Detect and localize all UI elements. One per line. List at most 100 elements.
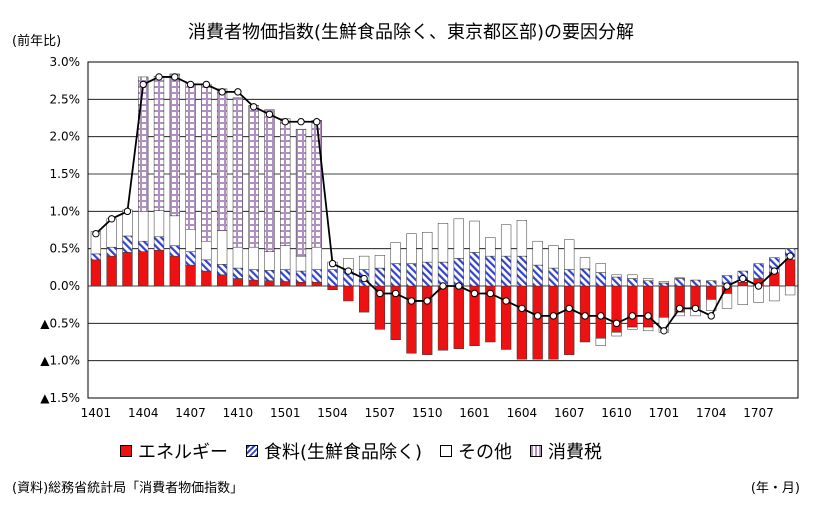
x-tick-label: 1504 <box>317 406 348 420</box>
x-tick-label: 1507 <box>365 406 396 420</box>
bar-other <box>769 285 780 302</box>
bar-energy <box>358 285 370 313</box>
bar-food <box>311 269 322 283</box>
line-point <box>281 118 289 126</box>
bar-other <box>216 230 228 265</box>
bar-other <box>516 220 528 257</box>
line-point <box>439 282 447 290</box>
bar-food <box>248 269 259 281</box>
bar-tax <box>280 118 291 246</box>
bar-food <box>500 255 512 287</box>
bar-other <box>721 293 733 309</box>
line-point <box>597 312 605 320</box>
bar-tax <box>201 84 212 242</box>
x-tick-label: 1404 <box>128 406 159 420</box>
bar-energy <box>232 278 244 287</box>
bar-energy <box>311 282 322 287</box>
bar-food <box>169 245 180 257</box>
bar-energy <box>248 279 259 287</box>
bar-food <box>90 253 102 261</box>
bar-food <box>390 263 401 287</box>
bar-food <box>658 282 670 287</box>
y-tick-label: 3.0% <box>50 55 81 69</box>
x-tick-label: 1501 <box>270 406 301 420</box>
bar-other <box>611 332 622 337</box>
bar-food <box>406 263 417 287</box>
bar-other <box>185 229 196 252</box>
bar-energy <box>295 282 307 287</box>
bar-other <box>532 240 543 266</box>
bar-energy <box>169 255 180 287</box>
line-point <box>644 312 652 320</box>
bar-other <box>658 281 670 284</box>
bar-food <box>579 268 591 287</box>
bar-food <box>485 255 496 287</box>
line-point <box>186 80 195 89</box>
line-point <box>328 259 337 268</box>
bar-energy <box>642 285 654 328</box>
line-point <box>770 267 779 275</box>
line-point <box>249 103 258 111</box>
bar-energy <box>516 285 528 360</box>
line-point <box>723 282 731 290</box>
line-point <box>123 207 132 216</box>
bar-other <box>201 240 212 261</box>
bar-energy <box>327 285 338 290</box>
bar-food <box>153 236 165 251</box>
legend-item-energy: エネルギー <box>120 438 228 464</box>
bar-energy <box>264 280 275 287</box>
bar-food <box>706 280 717 287</box>
bar-energy <box>500 285 512 350</box>
bar-tax <box>153 75 165 211</box>
legend-item-other: その他 <box>440 438 512 464</box>
y-tick-label: ▲1.0% <box>40 354 80 368</box>
bar-food <box>232 267 244 279</box>
bar-other <box>390 242 401 264</box>
bar-other <box>627 274 638 279</box>
bar-food <box>674 278 685 287</box>
line-point <box>297 118 305 126</box>
y-tick-label: 2.5% <box>50 92 81 106</box>
legend-swatch-other <box>440 445 453 457</box>
bar-energy <box>737 282 748 287</box>
bar-other <box>264 251 275 271</box>
x-tick-label: 1601 <box>459 406 490 420</box>
bar-food <box>453 258 464 287</box>
bar-other <box>595 338 606 346</box>
x-tick-label: 1610 <box>601 406 632 420</box>
bar-other <box>358 255 370 270</box>
line-point <box>107 215 116 223</box>
line-point <box>786 252 794 260</box>
bar-energy <box>627 285 638 328</box>
line-point <box>549 312 558 320</box>
bar-food <box>122 235 133 253</box>
line-point <box>376 289 384 298</box>
line-point <box>660 327 668 335</box>
x-tick-label: 1707 <box>743 406 774 420</box>
bar-other <box>674 277 685 279</box>
bar-energy <box>138 251 149 287</box>
bar-other <box>595 263 606 273</box>
x-tick-label: 1510 <box>412 406 443 420</box>
bar-tax <box>311 119 322 248</box>
bar-tax <box>185 83 196 230</box>
line-point <box>92 230 100 238</box>
y-unit-label: (前年比) <box>12 34 62 49</box>
line-point <box>344 267 353 275</box>
bar-other <box>422 231 433 263</box>
legend-swatch-energy <box>120 445 132 457</box>
legend-swatch-food <box>246 445 258 457</box>
legend-swatch-tax <box>530 445 543 457</box>
x-tick-label: 1410 <box>223 406 254 420</box>
bar-food <box>611 276 622 287</box>
bar-other <box>469 220 480 253</box>
bar-energy <box>548 285 559 360</box>
bar-food <box>532 264 543 287</box>
line-point <box>218 88 226 96</box>
line-point <box>628 312 637 320</box>
line-point <box>407 297 416 305</box>
bar-energy <box>216 274 228 287</box>
legend-label-food: 食料(生鮮食品除く) <box>264 442 423 463</box>
bar-food <box>138 240 149 252</box>
